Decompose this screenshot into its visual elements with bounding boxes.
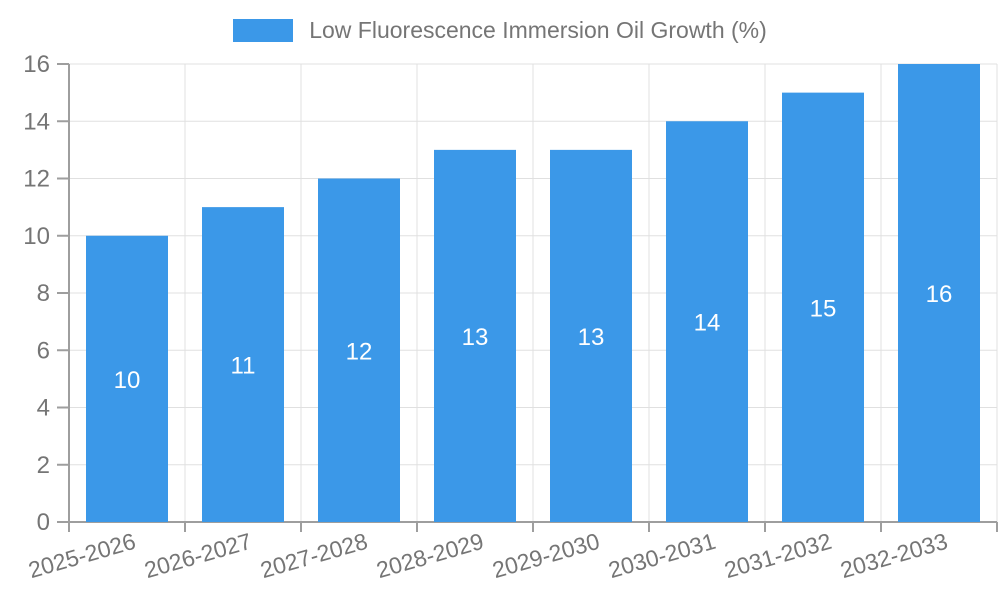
y-tick-label: 8 [37,280,50,307]
y-tick-label: 12 [23,166,50,193]
chart-legend[interactable]: Low Fluorescence Immersion Oil Growth (%… [0,17,1000,44]
x-tick-label: 2031-2032 [721,528,834,583]
bar-value-label: 11 [231,353,256,380]
bar [318,178,400,522]
bar-value-label: 13 [578,324,605,351]
bar [86,235,168,522]
y-tick-label: 10 [23,223,50,250]
x-tick-label: 2028-2029 [373,528,486,583]
bar-value-label: 15 [810,295,837,322]
y-tick-label: 0 [37,509,50,536]
bar [434,149,516,522]
y-tick-label: 2 [37,452,50,479]
x-tick-label: 2029-2030 [489,528,602,583]
y-tick-label: 6 [37,337,50,364]
y-tick-label: 14 [23,108,50,135]
bar-value-label: 10 [114,367,141,394]
bar-value-label: 14 [694,310,721,337]
x-tick-label: 2027-2028 [257,528,370,583]
x-tick-label: 2025-2026 [25,528,138,583]
bar-value-label: 16 [926,281,953,308]
legend-swatch[interactable] [233,19,294,42]
bar [898,64,980,522]
x-tick-label: 2026-2027 [141,528,254,583]
bar-value-label: 12 [346,338,373,365]
bar [666,121,748,522]
bar [550,149,632,522]
y-tick-label: 16 [23,51,50,78]
bar [782,92,864,522]
bar-value-label: 13 [462,324,489,351]
x-tick-label: 2030-2031 [605,528,718,583]
y-tick-label: 4 [37,395,50,422]
bar [202,207,284,522]
legend-label: Low Fluorescence Immersion Oil Growth (%… [309,17,767,43]
x-tick-label: 2032-2033 [837,528,950,583]
